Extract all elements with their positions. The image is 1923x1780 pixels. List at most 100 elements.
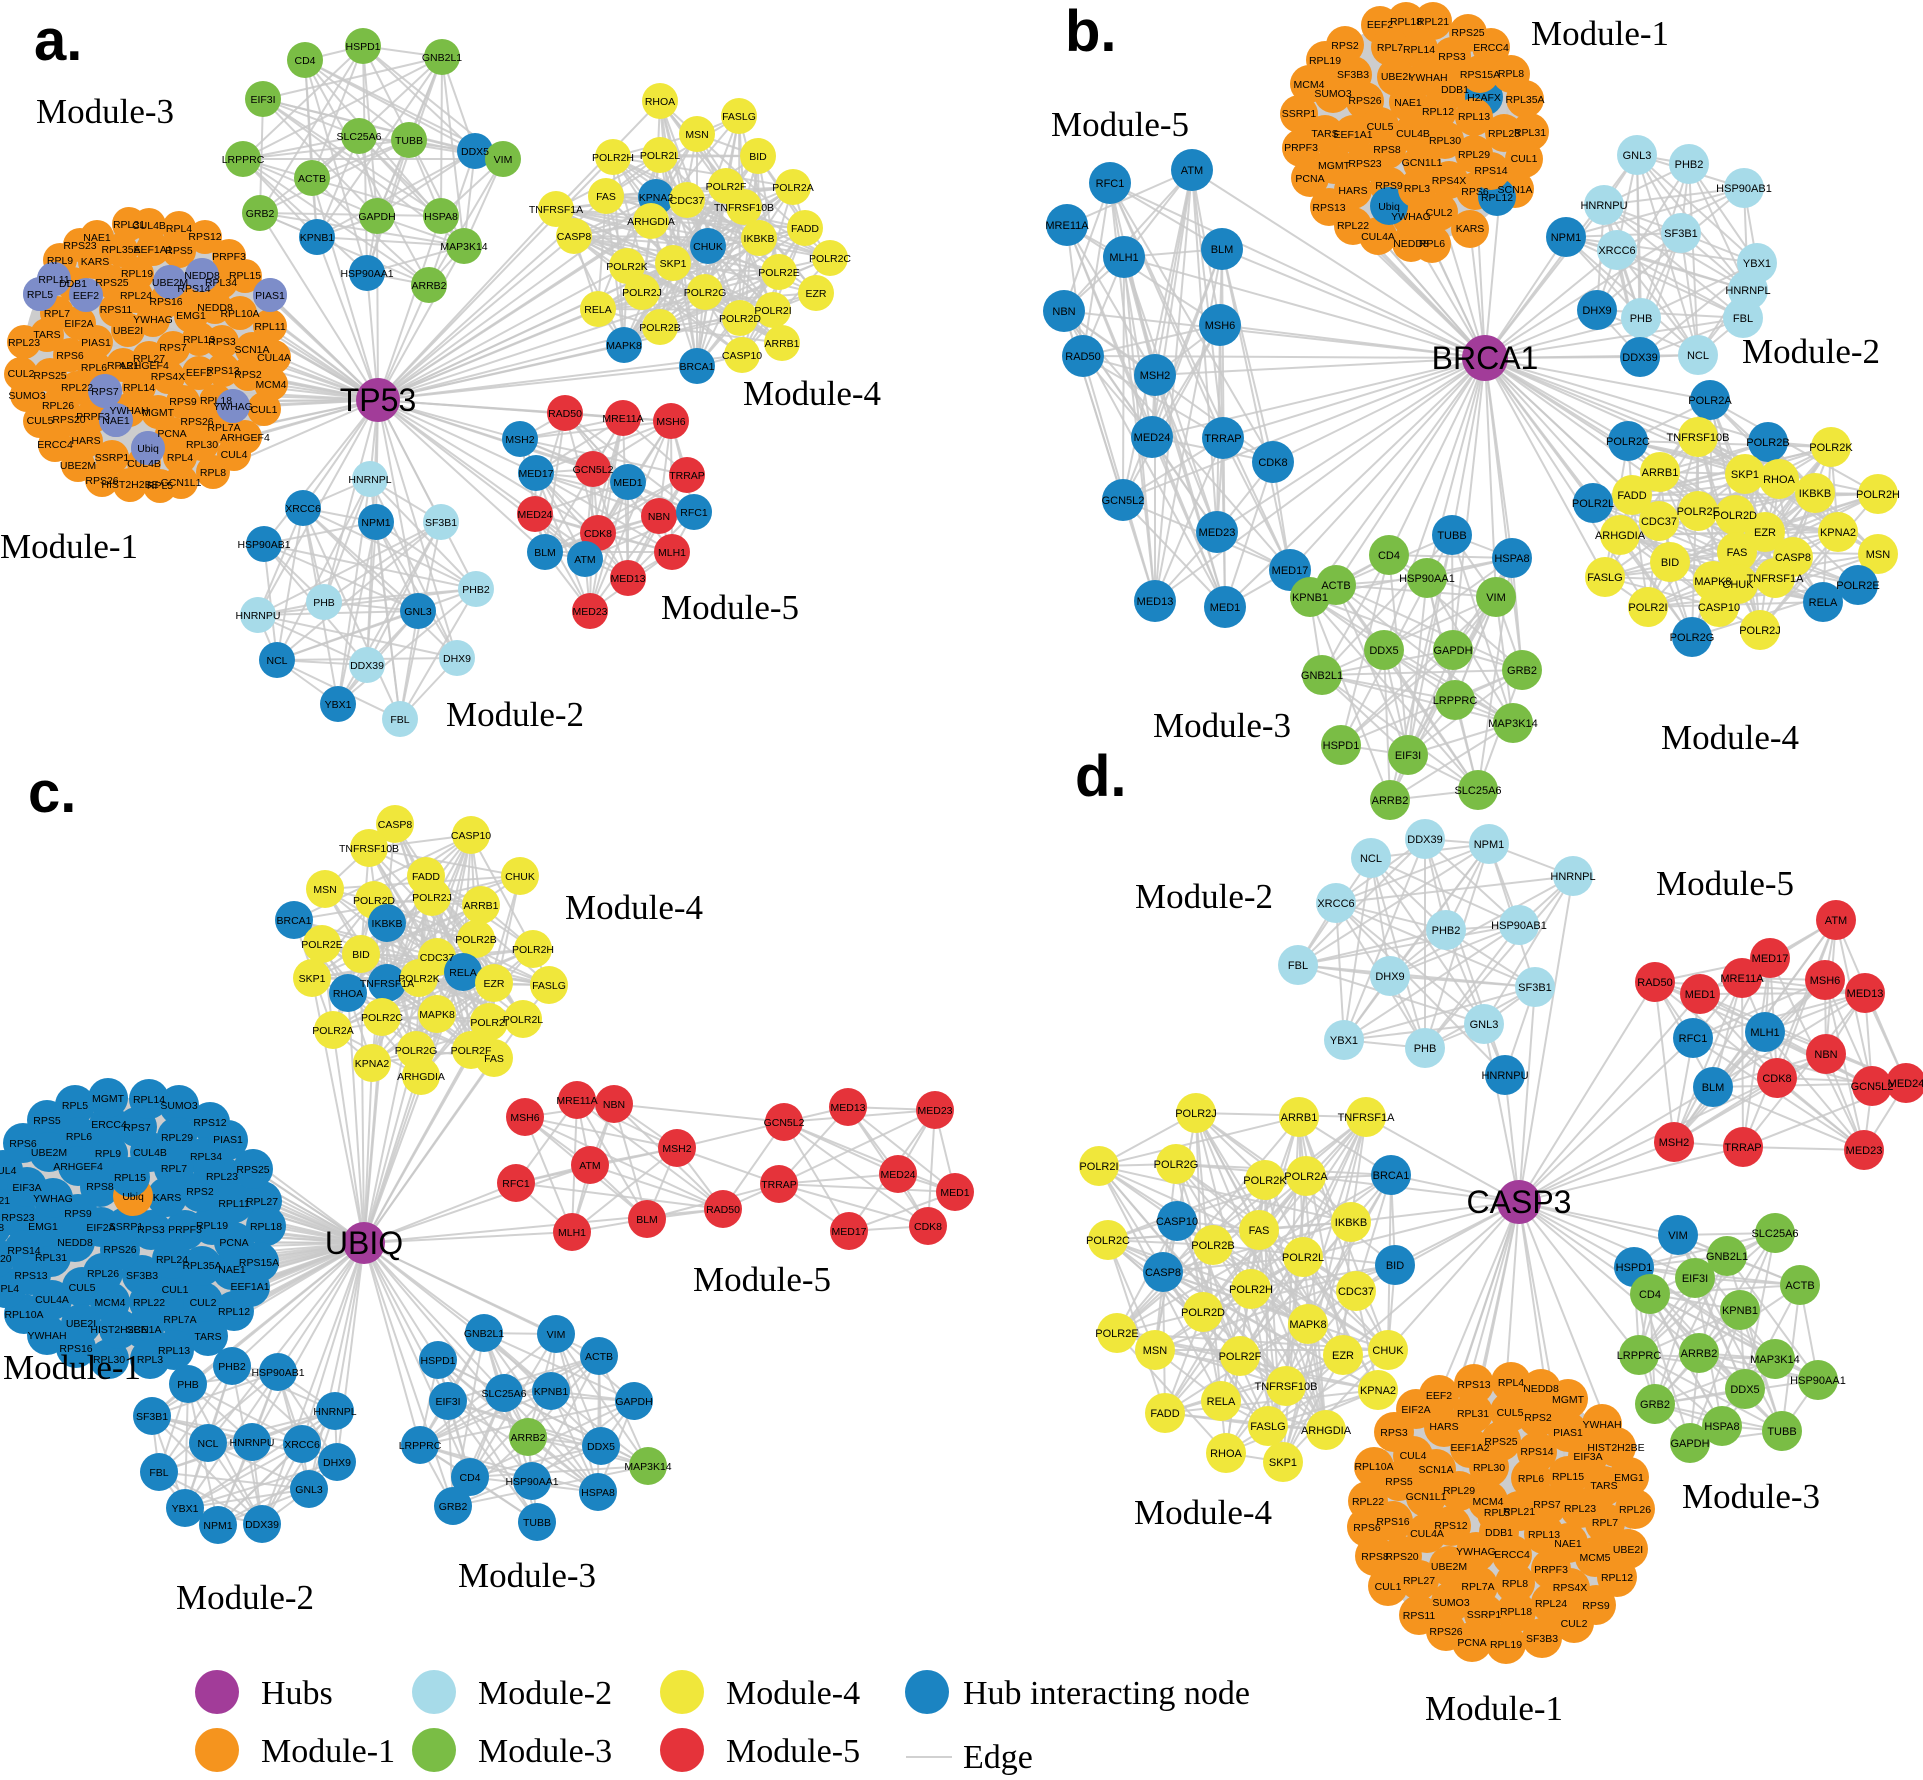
svg-text:HIST2H2BE: HIST2H2BE bbox=[1587, 1442, 1644, 1454]
svg-text:RFC1: RFC1 bbox=[680, 507, 708, 519]
svg-text:POLR2H: POLR2H bbox=[1856, 489, 1900, 501]
svg-text:Edge: Edge bbox=[963, 1739, 1033, 1775]
svg-text:MED17: MED17 bbox=[1272, 565, 1309, 577]
svg-text:POLR2D: POLR2D bbox=[1713, 510, 1757, 522]
svg-text:c.: c. bbox=[28, 760, 76, 825]
svg-text:RELA: RELA bbox=[449, 967, 476, 979]
svg-text:RPL9: RPL9 bbox=[47, 255, 73, 267]
svg-text:POLR2G: POLR2G bbox=[1670, 632, 1715, 644]
svg-text:RPL10A: RPL10A bbox=[220, 308, 259, 320]
svg-text:RPS14: RPS14 bbox=[7, 1245, 40, 1257]
svg-text:EEF2: EEF2 bbox=[186, 367, 212, 379]
svg-text:RPS6: RPS6 bbox=[56, 350, 84, 362]
svg-text:RPL27: RPL27 bbox=[246, 1196, 278, 1208]
svg-text:ARHGEF4: ARHGEF4 bbox=[119, 360, 169, 372]
svg-text:MED24: MED24 bbox=[880, 1169, 915, 1181]
svg-text:POLR2F: POLR2F bbox=[1219, 1351, 1262, 1363]
svg-text:YWHAG: YWHAG bbox=[33, 1193, 73, 1205]
svg-text:PCNA: PCNA bbox=[1457, 1637, 1486, 1649]
svg-text:FAS: FAS bbox=[1249, 1225, 1270, 1237]
svg-text:Module-4: Module-4 bbox=[743, 374, 881, 413]
svg-text:MSH2: MSH2 bbox=[1140, 370, 1171, 382]
svg-text:GAPDH: GAPDH bbox=[358, 211, 395, 223]
svg-text:HNRNPL: HNRNPL bbox=[1725, 285, 1770, 297]
svg-text:RPL19: RPL19 bbox=[121, 268, 153, 280]
svg-text:KARS: KARS bbox=[1456, 223, 1485, 235]
svg-text:POLR2F: POLR2F bbox=[1677, 506, 1720, 518]
svg-text:MCM4: MCM4 bbox=[1473, 1496, 1504, 1508]
svg-text:TP53: TP53 bbox=[340, 382, 416, 418]
svg-text:GRB2: GRB2 bbox=[246, 208, 275, 220]
svg-text:EEF1A1: EEF1A1 bbox=[133, 244, 172, 256]
svg-text:CHUK: CHUK bbox=[1722, 579, 1754, 591]
svg-text:NEDD8: NEDD8 bbox=[1393, 238, 1429, 250]
svg-text:UBE2M: UBE2M bbox=[152, 277, 188, 289]
svg-text:RPL15: RPL15 bbox=[114, 1172, 146, 1184]
svg-text:GRB2: GRB2 bbox=[1507, 665, 1537, 677]
svg-text:MSH6: MSH6 bbox=[1810, 975, 1841, 987]
svg-text:GAPDH: GAPDH bbox=[615, 1396, 652, 1408]
svg-text:PIAS1: PIAS1 bbox=[1553, 1427, 1583, 1439]
svg-text:Module-1: Module-1 bbox=[261, 1733, 395, 1770]
svg-text:HIST2H2BE: HIST2H2BE bbox=[101, 479, 158, 491]
svg-text:LRPPRC: LRPPRC bbox=[222, 154, 265, 166]
svg-text:MGMT: MGMT bbox=[1318, 160, 1351, 172]
svg-text:RPS12: RPS12 bbox=[1434, 1520, 1467, 1532]
svg-text:YWHAH: YWHAH bbox=[1582, 1419, 1621, 1431]
svg-text:SSRP1: SSRP1 bbox=[1467, 1609, 1502, 1621]
svg-text:PIAS1: PIAS1 bbox=[213, 1134, 243, 1146]
svg-text:IKBKB: IKBKB bbox=[372, 918, 403, 930]
svg-text:CASP10: CASP10 bbox=[1156, 1216, 1198, 1228]
svg-text:RPS25: RPS25 bbox=[33, 370, 66, 382]
svg-text:Module-4: Module-4 bbox=[726, 1675, 860, 1712]
svg-text:RPL29: RPL29 bbox=[161, 1132, 193, 1144]
svg-text:FAS: FAS bbox=[484, 1053, 504, 1065]
svg-text:UBE2I: UBE2I bbox=[1613, 1544, 1643, 1556]
svg-text:UBE2M: UBE2M bbox=[1431, 1561, 1467, 1573]
svg-text:RPL29: RPL29 bbox=[1443, 1485, 1475, 1497]
svg-text:UBIQ: UBIQ bbox=[325, 1225, 403, 1261]
svg-text:MED1: MED1 bbox=[1210, 602, 1241, 614]
svg-text:TRRAP: TRRAP bbox=[1724, 1142, 1761, 1154]
svg-text:RPL26: RPL26 bbox=[42, 400, 74, 412]
svg-text:GCN1L1: GCN1L1 bbox=[1406, 1491, 1447, 1503]
svg-text:GCN1L1: GCN1L1 bbox=[1402, 157, 1443, 169]
svg-text:YWHAH: YWHAH bbox=[1408, 72, 1447, 84]
svg-text:RPL18: RPL18 bbox=[200, 395, 232, 407]
svg-text:Module-3: Module-3 bbox=[1153, 706, 1291, 745]
svg-text:CDK8: CDK8 bbox=[584, 528, 612, 540]
svg-text:SF3B3: SF3B3 bbox=[1526, 1633, 1558, 1645]
svg-text:NBN: NBN bbox=[648, 511, 670, 523]
svg-text:MED13: MED13 bbox=[830, 1102, 865, 1114]
svg-text:RPL6: RPL6 bbox=[1518, 1473, 1544, 1485]
svg-text:RPL35A: RPL35A bbox=[1505, 94, 1544, 106]
svg-text:PHB2: PHB2 bbox=[1432, 925, 1461, 937]
svg-text:CDC37: CDC37 bbox=[420, 952, 455, 964]
svg-text:POLR2G: POLR2G bbox=[684, 287, 727, 299]
svg-text:ARHGEF4: ARHGEF4 bbox=[220, 432, 270, 444]
svg-text:EEF2: EEF2 bbox=[1367, 19, 1393, 31]
svg-text:HSPA8: HSPA8 bbox=[1494, 553, 1529, 565]
svg-text:RPL26: RPL26 bbox=[87, 1268, 119, 1280]
svg-text:NBN: NBN bbox=[1814, 1049, 1837, 1061]
svg-text:RHOA: RHOA bbox=[1210, 1448, 1242, 1460]
svg-text:MAPK8: MAPK8 bbox=[419, 1009, 455, 1021]
svg-text:POLR2K: POLR2K bbox=[1243, 1175, 1287, 1187]
svg-text:FADD: FADD bbox=[412, 871, 440, 883]
svg-text:BLM: BLM bbox=[1702, 1082, 1725, 1094]
svg-text:RPS7: RPS7 bbox=[91, 386, 119, 398]
svg-text:FBL: FBL bbox=[390, 714, 409, 726]
svg-text:DDX5: DDX5 bbox=[461, 146, 489, 158]
svg-text:HSP90AB1: HSP90AB1 bbox=[237, 539, 290, 551]
svg-text:POLR2C: POLR2C bbox=[809, 253, 851, 265]
svg-text:YBX1: YBX1 bbox=[325, 699, 352, 711]
svg-text:PRPF3: PRPF3 bbox=[212, 251, 246, 263]
svg-text:SF3B1: SF3B1 bbox=[1518, 982, 1552, 994]
svg-text:EEF1A1: EEF1A1 bbox=[230, 1281, 269, 1293]
svg-text:Module-4: Module-4 bbox=[1134, 1493, 1272, 1532]
svg-text:NCL: NCL bbox=[197, 1438, 218, 1450]
svg-text:CUL4B: CUL4B bbox=[133, 1147, 167, 1159]
svg-text:RPL24: RPL24 bbox=[1535, 1598, 1567, 1610]
svg-text:RPL7A: RPL7A bbox=[1461, 1581, 1494, 1593]
svg-text:GCN1L1: GCN1L1 bbox=[161, 477, 202, 489]
